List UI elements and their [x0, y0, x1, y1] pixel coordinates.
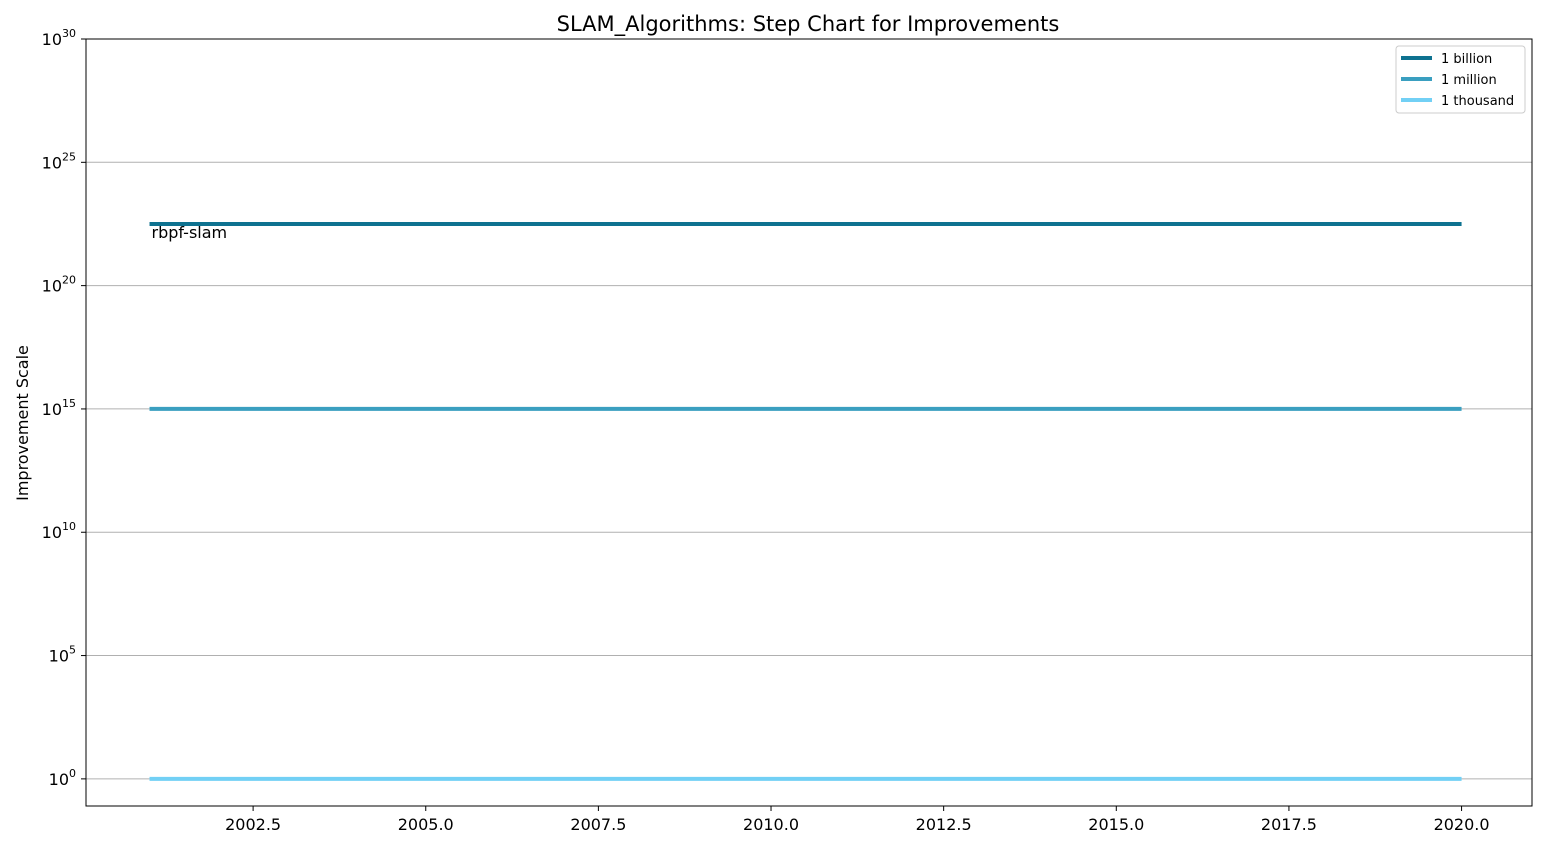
x-tick-label: 2007.5	[570, 815, 626, 834]
plot-frame	[85, 38, 1533, 807]
x-tick-label: 2020.0	[1434, 815, 1490, 834]
x-tick-label: 2002.5	[225, 815, 281, 834]
legend-label: 1 billion	[1441, 52, 1492, 67]
y-tick-label: 1025	[42, 150, 76, 172]
x-axis-ticks: 2002.5 2005.0 2007.5 2010.0 2012.5 2015.0 2017…	[225, 806, 1490, 834]
y-tick-label: 1015	[42, 397, 76, 419]
legend-label: 1 thousand	[1441, 94, 1514, 109]
x-tick-label: 2005.0	[398, 815, 454, 834]
legend-box	[1395, 45, 1526, 114]
x-tick-label: 2012.5	[916, 815, 972, 834]
y-tick-label: 1010	[42, 520, 76, 542]
y-tick-label: 1020	[42, 274, 76, 296]
y-tick-label: 100	[49, 767, 76, 789]
legend-label: 1 million	[1441, 73, 1497, 88]
chart-title: SLAM_Algorithms: Step Chart for Improvem…	[557, 12, 1060, 37]
annotations: rbpf-slam	[152, 223, 228, 242]
y-tick-label: 105	[49, 644, 76, 666]
x-tick-label: 2015.0	[1088, 815, 1144, 834]
y-axis-ticks: 100 105 1010 1015 1020 1025 1030	[42, 27, 86, 789]
annotation-label: rbpf-slam	[152, 223, 228, 242]
y-axis-label: Improvement Scale	[13, 345, 32, 501]
x-tick-label: 2010.0	[743, 815, 799, 834]
y-tick-label: 1030	[42, 27, 76, 49]
x-tick-label: 2017.5	[1261, 815, 1317, 834]
series-lines	[149, 221, 1462, 781]
legend: 1 billion 1 million 1 thousand	[1395, 45, 1526, 114]
